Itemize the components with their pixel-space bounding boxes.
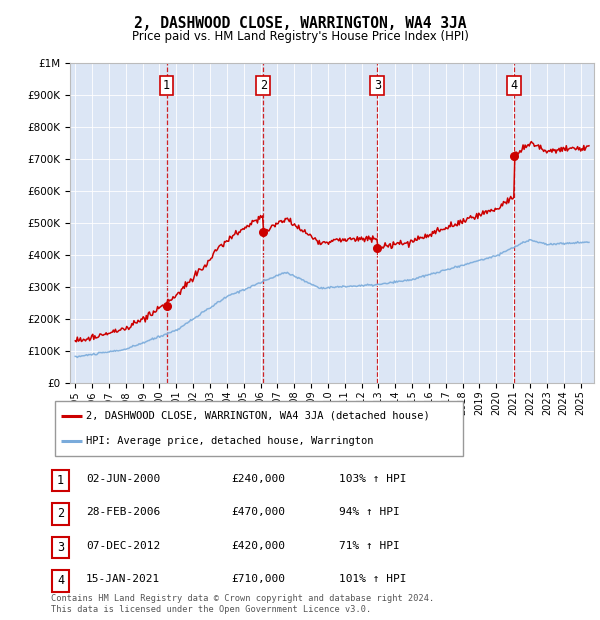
Text: 07-DEC-2012: 07-DEC-2012 xyxy=(86,541,160,551)
Text: 1: 1 xyxy=(57,474,64,487)
Text: 15-JAN-2021: 15-JAN-2021 xyxy=(86,574,160,584)
Text: HPI: Average price, detached house, Warrington: HPI: Average price, detached house, Warr… xyxy=(86,436,373,446)
Text: 3: 3 xyxy=(374,79,381,92)
Text: 2: 2 xyxy=(57,508,64,520)
Text: Price paid vs. HM Land Registry's House Price Index (HPI): Price paid vs. HM Land Registry's House … xyxy=(131,30,469,43)
Text: 02-JUN-2000: 02-JUN-2000 xyxy=(86,474,160,484)
Text: £420,000: £420,000 xyxy=(231,541,285,551)
Text: Contains HM Land Registry data © Crown copyright and database right 2024.
This d: Contains HM Land Registry data © Crown c… xyxy=(51,595,434,614)
Text: 71% ↑ HPI: 71% ↑ HPI xyxy=(339,541,400,551)
Text: 94% ↑ HPI: 94% ↑ HPI xyxy=(339,507,400,517)
Text: £710,000: £710,000 xyxy=(231,574,285,584)
Text: 2: 2 xyxy=(260,79,267,92)
Text: 2, DASHWOOD CLOSE, WARRINGTON, WA4 3JA (detached house): 2, DASHWOOD CLOSE, WARRINGTON, WA4 3JA (… xyxy=(86,411,430,421)
Text: 103% ↑ HPI: 103% ↑ HPI xyxy=(339,474,407,484)
Text: 4: 4 xyxy=(510,79,517,92)
Text: 101% ↑ HPI: 101% ↑ HPI xyxy=(339,574,407,584)
Text: 28-FEB-2006: 28-FEB-2006 xyxy=(86,507,160,517)
Text: £470,000: £470,000 xyxy=(231,507,285,517)
Text: 4: 4 xyxy=(57,575,64,587)
Text: 2, DASHWOOD CLOSE, WARRINGTON, WA4 3JA: 2, DASHWOOD CLOSE, WARRINGTON, WA4 3JA xyxy=(134,16,466,30)
Text: 1: 1 xyxy=(163,79,170,92)
Text: £240,000: £240,000 xyxy=(231,474,285,484)
Text: 3: 3 xyxy=(57,541,64,554)
